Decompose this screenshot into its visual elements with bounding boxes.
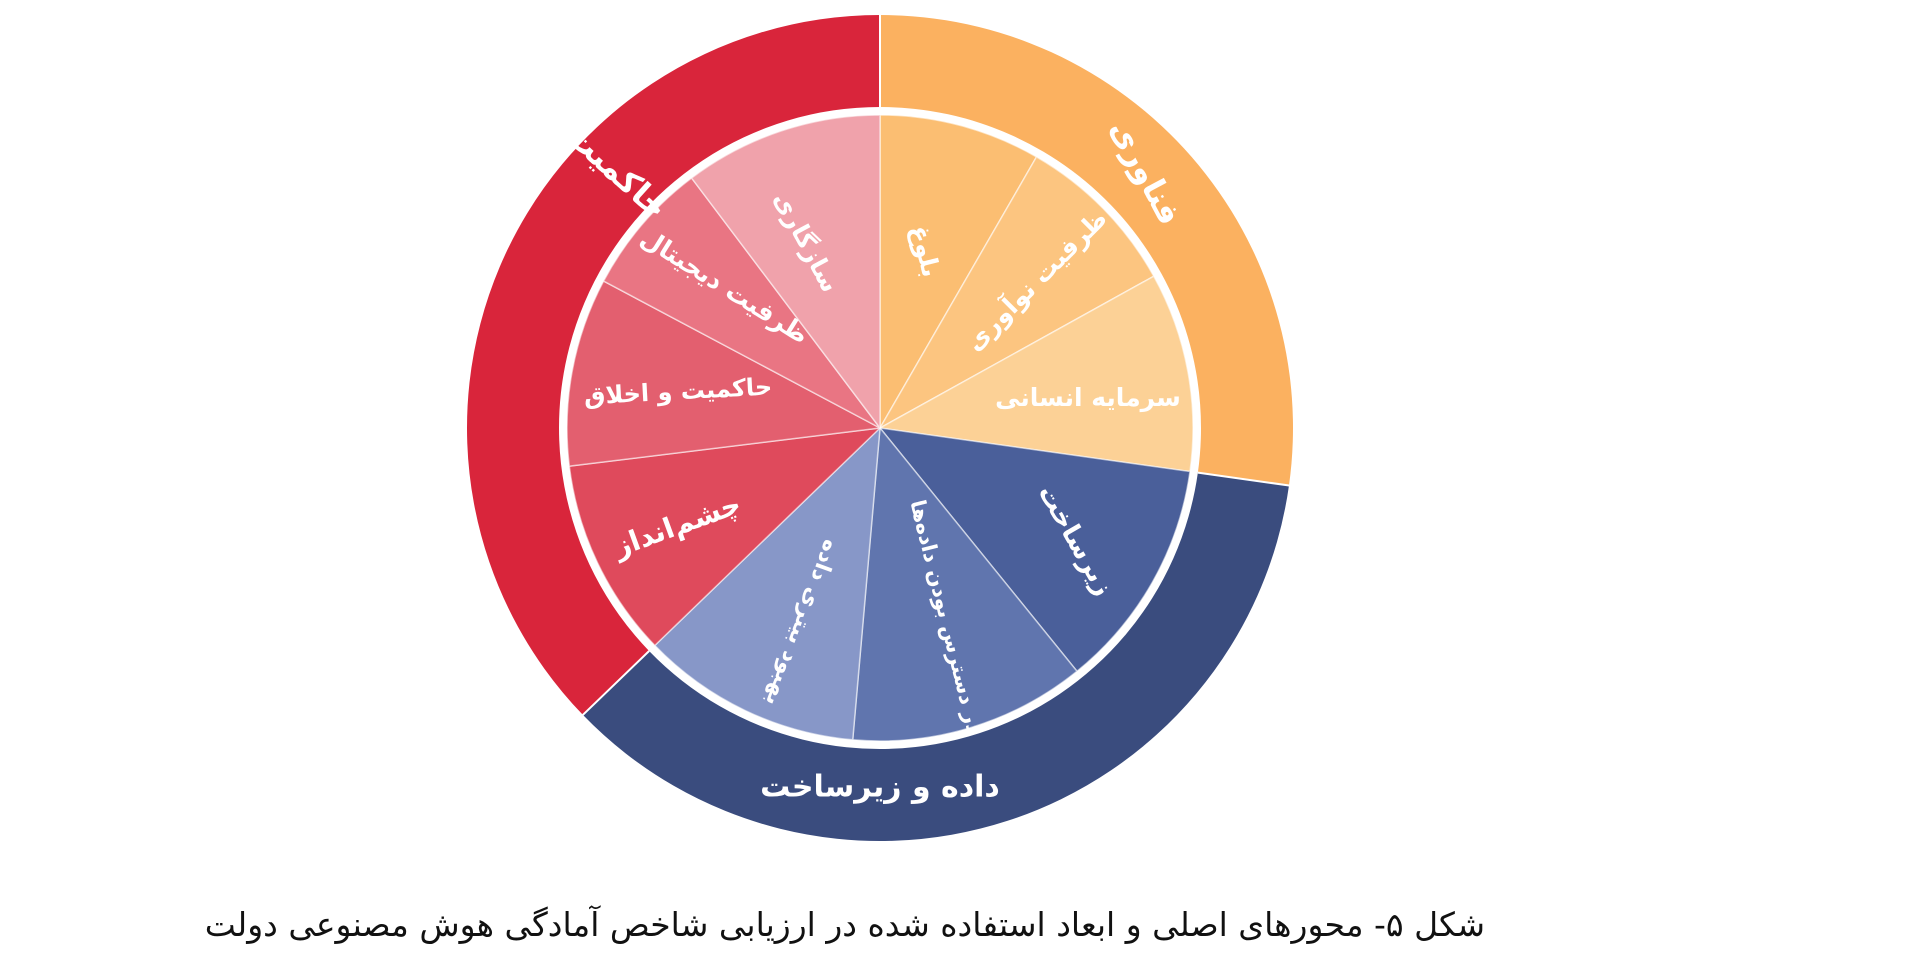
axis-ring-segment-3 bbox=[466, 15, 880, 715]
figure-caption: شکل ۵- محورهای اصلی و ابعاد استفاده شده … bbox=[204, 905, 1485, 944]
axis-ring-segment-2 bbox=[582, 472, 1289, 842]
dimension-sector-2-1 bbox=[878, 426, 1191, 673]
dimension-sector-3-3 bbox=[602, 176, 881, 429]
dimension-sector-1-2 bbox=[877, 155, 1155, 430]
dimension-sector-3-4 bbox=[690, 114, 881, 431]
dimension-sector-1-1 bbox=[879, 114, 1038, 431]
dimension-sector-2-2 bbox=[851, 426, 1079, 742]
dimension-sector-2-3 bbox=[653, 426, 881, 741]
axis-label: داده و زیرساخت bbox=[760, 770, 1000, 805]
dimension-sector-3-1 bbox=[568, 426, 883, 647]
dimension-sector-1-3 bbox=[877, 275, 1194, 473]
dimension-label: سرمایه انسانی bbox=[995, 383, 1181, 413]
axis-separator bbox=[1197, 471, 1291, 487]
axis-ring-segment-1 bbox=[880, 15, 1293, 486]
dimensions-pie bbox=[566, 114, 1194, 742]
dimension-sector-3-2 bbox=[566, 280, 883, 467]
axis-separator bbox=[581, 650, 650, 717]
